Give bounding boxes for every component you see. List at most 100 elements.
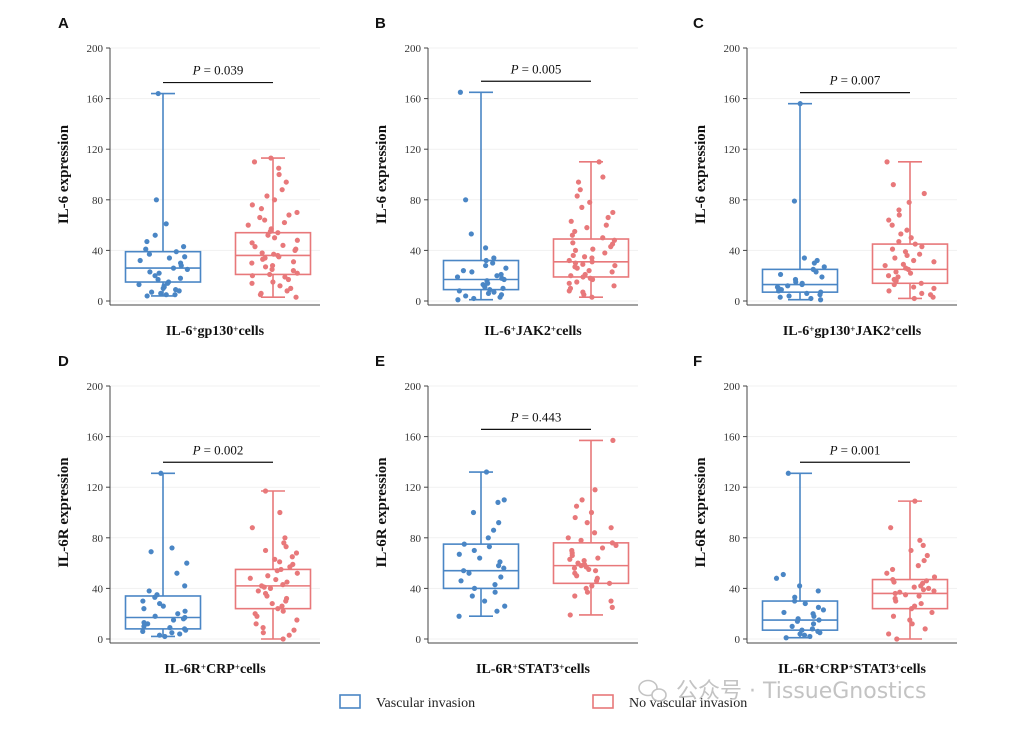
data-point	[258, 206, 265, 212]
data-point	[458, 578, 464, 584]
data-point	[804, 290, 810, 297]
data-point	[281, 540, 287, 546]
y-tick-label: 200	[724, 381, 741, 393]
data-point	[891, 276, 897, 283]
data-point	[591, 530, 598, 536]
data-point	[283, 544, 289, 550]
data-point	[801, 255, 807, 261]
data-point	[247, 575, 253, 581]
data-point	[890, 613, 897, 619]
data-point	[609, 540, 615, 546]
data-point	[156, 632, 163, 638]
data-point	[592, 568, 599, 574]
data-point	[264, 193, 270, 199]
data-point	[182, 608, 188, 614]
y-tick-label: 40	[92, 245, 104, 257]
data-point	[265, 232, 271, 238]
data-point	[148, 549, 154, 555]
data-point	[172, 292, 178, 298]
data-point	[143, 246, 149, 252]
data-point	[931, 588, 937, 594]
series-no-vascular-invasion	[552, 437, 630, 618]
data-point	[896, 238, 902, 245]
data-point	[468, 231, 474, 237]
y-tick-label: 160	[405, 94, 422, 106]
data-point	[886, 217, 892, 223]
data-point	[581, 254, 588, 260]
data-point	[595, 555, 601, 561]
data-point	[894, 636, 900, 642]
x-label-part: cells	[556, 324, 582, 339]
data-point	[921, 190, 927, 197]
data-point	[258, 290, 264, 297]
data-point	[808, 295, 814, 302]
data-point	[900, 261, 906, 267]
y-tick-label: 0	[416, 296, 422, 308]
data-point	[482, 245, 489, 251]
data-point	[294, 209, 300, 216]
data-point	[271, 235, 278, 241]
data-point	[902, 249, 909, 255]
y-tick-label: 80	[410, 195, 422, 207]
y-tick-label: 40	[410, 583, 422, 595]
data-point	[279, 187, 285, 193]
data-point	[792, 276, 799, 283]
data-point	[251, 159, 258, 165]
x-label-part: CRP	[206, 662, 235, 677]
data-point	[249, 202, 255, 208]
data-point	[457, 89, 463, 95]
data-point	[273, 576, 279, 583]
y-tick-label: 40	[410, 245, 422, 257]
y-tick-label: 200	[724, 43, 741, 55]
data-point	[573, 503, 580, 509]
p-value-number: = 0.005	[522, 61, 562, 76]
p-value-symbol: P	[192, 63, 204, 78]
data-point	[566, 280, 572, 286]
data-point	[589, 255, 595, 261]
data-point	[268, 155, 274, 161]
data-point	[929, 609, 935, 616]
data-point	[275, 230, 281, 236]
data-point	[160, 603, 166, 609]
data-point	[454, 274, 461, 280]
data-point	[147, 269, 153, 275]
data-point	[920, 580, 926, 586]
series-vascular-invasion	[442, 89, 520, 303]
data-point	[290, 259, 297, 265]
data-point	[173, 287, 179, 293]
y-tick-label: 120	[87, 482, 104, 494]
data-point	[460, 268, 467, 274]
y-tick-label: 160	[87, 94, 104, 106]
data-point	[895, 274, 901, 280]
data-point	[293, 294, 299, 300]
data-point	[582, 271, 588, 278]
data-point	[570, 240, 576, 246]
data-point	[483, 262, 489, 269]
data-point	[267, 585, 274, 592]
p-value-label: P = 0.007	[829, 73, 881, 88]
data-point	[282, 535, 288, 541]
data-point	[586, 268, 592, 274]
x-label-superscript: +	[235, 662, 240, 672]
x-label-part: JAK2	[855, 324, 890, 339]
data-point	[137, 257, 143, 264]
p-value-label: P = 0.002	[192, 442, 244, 457]
data-point	[262, 255, 268, 261]
data-point	[170, 617, 177, 623]
x-label-part: cells	[564, 662, 590, 677]
data-point	[463, 197, 469, 203]
data-point	[501, 497, 507, 503]
data-point	[606, 580, 613, 586]
data-point	[807, 633, 813, 640]
x-label-superscript: +	[511, 324, 516, 334]
x-label-superscript: +	[849, 662, 854, 672]
data-point	[495, 499, 501, 505]
data-point	[155, 276, 161, 283]
y-axis-label: IL-6 expression	[693, 124, 709, 224]
data-point	[816, 617, 822, 623]
data-point	[908, 235, 914, 241]
y-tick-label: 160	[87, 432, 104, 444]
data-point	[280, 636, 286, 642]
data-point	[815, 604, 822, 610]
